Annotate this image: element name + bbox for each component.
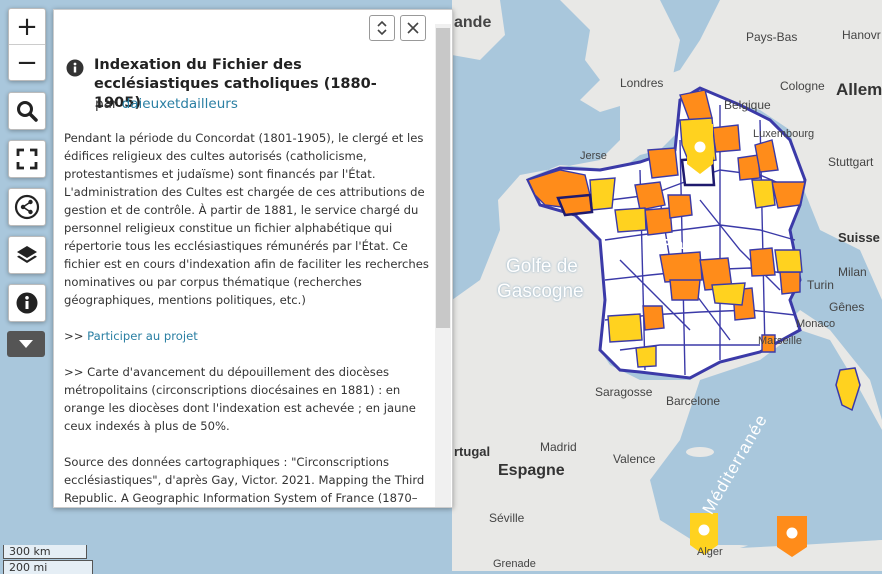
fullscreen-button[interactable] xyxy=(8,140,46,178)
label-monaco: Monaco xyxy=(796,318,836,330)
label-cologne: Cologne xyxy=(780,79,825,93)
zoom-out-button[interactable]: − xyxy=(16,47,38,78)
label-hanovre: Hanovr xyxy=(842,28,881,42)
marker-alger xyxy=(690,513,718,555)
fullscreen-icon xyxy=(16,148,38,170)
label-pays-bas: Pays-Bas xyxy=(746,30,798,44)
label-madrid: Madrid xyxy=(540,440,577,454)
label-golfe-1: Golfe de xyxy=(506,256,578,277)
caret-down-icon xyxy=(19,340,33,348)
paragraph-map-legend: >> Carte d'avancement du dépouillement d… xyxy=(64,365,416,433)
info-panel: Indexation du Fichier des ecclésiastique… xyxy=(53,9,453,508)
panel-scrollbar-thumb[interactable] xyxy=(436,28,450,328)
byline-prefix: par xyxy=(95,96,118,112)
search-button[interactable] xyxy=(8,92,46,130)
label-irlande: ande xyxy=(454,14,492,31)
info-circle-icon xyxy=(66,59,84,77)
close-panel-button[interactable] xyxy=(400,15,426,41)
label-belgique: Belgique xyxy=(724,98,771,112)
label-allemagne: Allem xyxy=(836,80,882,99)
layers-icon xyxy=(17,246,37,263)
info-icon xyxy=(16,292,38,314)
label-portugal: rtugal xyxy=(454,444,491,459)
land-iberia xyxy=(452,380,700,571)
participate-link[interactable]: Participer au projet xyxy=(87,329,198,343)
land-ireland xyxy=(452,0,505,60)
more-controls-button[interactable] xyxy=(7,331,45,357)
marker-orange-africa xyxy=(777,516,807,557)
label-luxembourg: Luxembourg xyxy=(753,128,815,140)
info-button[interactable] xyxy=(8,284,46,322)
search-icon xyxy=(17,101,38,122)
label-marseille: Marseille xyxy=(758,335,803,347)
scale-metric: 300 km xyxy=(3,545,87,559)
label-londres: Londres xyxy=(620,76,664,90)
share-button[interactable] xyxy=(8,188,46,226)
island-corsica xyxy=(835,367,861,412)
link-prefix: >> xyxy=(64,329,84,343)
label-barcelone: Barcelone xyxy=(666,394,721,408)
paragraph-link: >> Participer au projet xyxy=(64,327,434,345)
label-grenade: Grenade xyxy=(493,558,536,570)
chevron-up-down-icon xyxy=(377,20,387,36)
label-seville: Séville xyxy=(489,511,525,525)
sea-mediterranean xyxy=(650,330,882,548)
scale-imperial: 200 mi xyxy=(3,560,93,574)
label-valence: Valence xyxy=(613,452,656,466)
marker-paris xyxy=(687,124,713,174)
collapse-panel-button[interactable] xyxy=(369,15,395,41)
label-stuttgart: Stuttgart xyxy=(828,155,874,169)
layers-button[interactable] xyxy=(8,236,46,274)
label-saragosse: Saragosse xyxy=(595,385,653,399)
label-jersey: Jerse xyxy=(580,150,607,162)
author-link[interactable]: daieuxetdailleurs xyxy=(121,96,238,112)
label-genes: Gênes xyxy=(829,300,865,314)
label-alger: Alger xyxy=(697,546,723,558)
paragraph-intro: Pendant la période du Concordat (1801-19… xyxy=(64,131,429,307)
share-icon xyxy=(14,194,40,220)
zoom-control: + − xyxy=(8,8,46,81)
paragraph-source: Source des données cartographiques : "Ci… xyxy=(64,455,425,505)
panel-byline: par daieuxetdailleurs xyxy=(95,96,238,112)
zoom-in-button[interactable]: + xyxy=(9,9,45,45)
land-north-africa xyxy=(620,540,882,571)
label-france: France xyxy=(660,236,710,253)
label-espagne: Espagne xyxy=(498,462,565,479)
label-suisse: Suisse xyxy=(838,230,880,245)
panel-title: Indexation du Fichier des ecclésiastique… xyxy=(94,57,377,111)
label-milan: Milan xyxy=(838,265,867,279)
close-icon xyxy=(407,22,419,34)
label-turin: Turin xyxy=(807,278,834,292)
panel-body: Pendant la période du Concordat (1801-19… xyxy=(64,129,434,507)
label-golfe-2: Gascogne xyxy=(497,281,584,302)
